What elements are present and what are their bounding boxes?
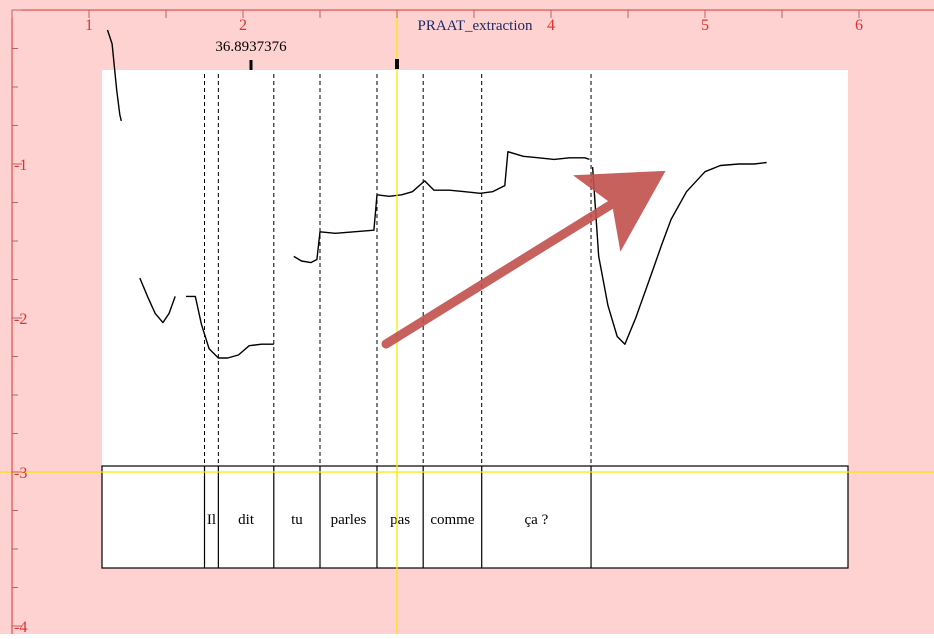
x-tick-label: 2 — [239, 17, 247, 34]
cursor-tick — [395, 59, 399, 69]
axes: 1 2 4 5 6 -1 -2 -3 -4 — [11, 9, 934, 636]
word-interval-label[interactable]: tu — [291, 512, 303, 528]
y-tick-label: -4 — [14, 619, 27, 634]
word-interval-label[interactable]: comme — [430, 512, 474, 528]
word-interval-label[interactable]: dit — [238, 512, 255, 528]
pitch-segment — [186, 295, 274, 359]
plot-area — [102, 70, 848, 468]
tier-box — [101, 465, 849, 569]
y-tick-label: -3 — [14, 465, 27, 482]
word-interval-label[interactable]: pas — [390, 512, 410, 528]
word-boundaries — [204, 74, 592, 466]
y-tick-label: -2 — [14, 311, 27, 328]
pitch-segment — [106, 29, 122, 122]
word-interval-label[interactable]: ça ? — [525, 512, 549, 528]
trend-arrow — [381, 170, 666, 349]
y-tick-label: -1 — [14, 157, 27, 174]
x-tick-label: 1 — [85, 17, 93, 34]
textgrid-tier: Il dit tu parles pas comme ça ? — [101, 465, 849, 569]
word-interval-label[interactable]: parles — [331, 512, 367, 528]
x-tick-label: 5 — [701, 17, 709, 34]
x-tick-label: 4 — [547, 17, 555, 34]
pitch-segment — [293, 150, 590, 264]
cursor-crosshair[interactable] — [0, 10, 934, 634]
chart-title: PRAAT_extraction — [418, 18, 533, 34]
word-interval-label[interactable]: Il — [207, 512, 216, 528]
x-tick-label: 6 — [855, 17, 863, 34]
cursor-value: 36.8937376 — [215, 39, 287, 55]
pitch-segment — [139, 277, 176, 324]
